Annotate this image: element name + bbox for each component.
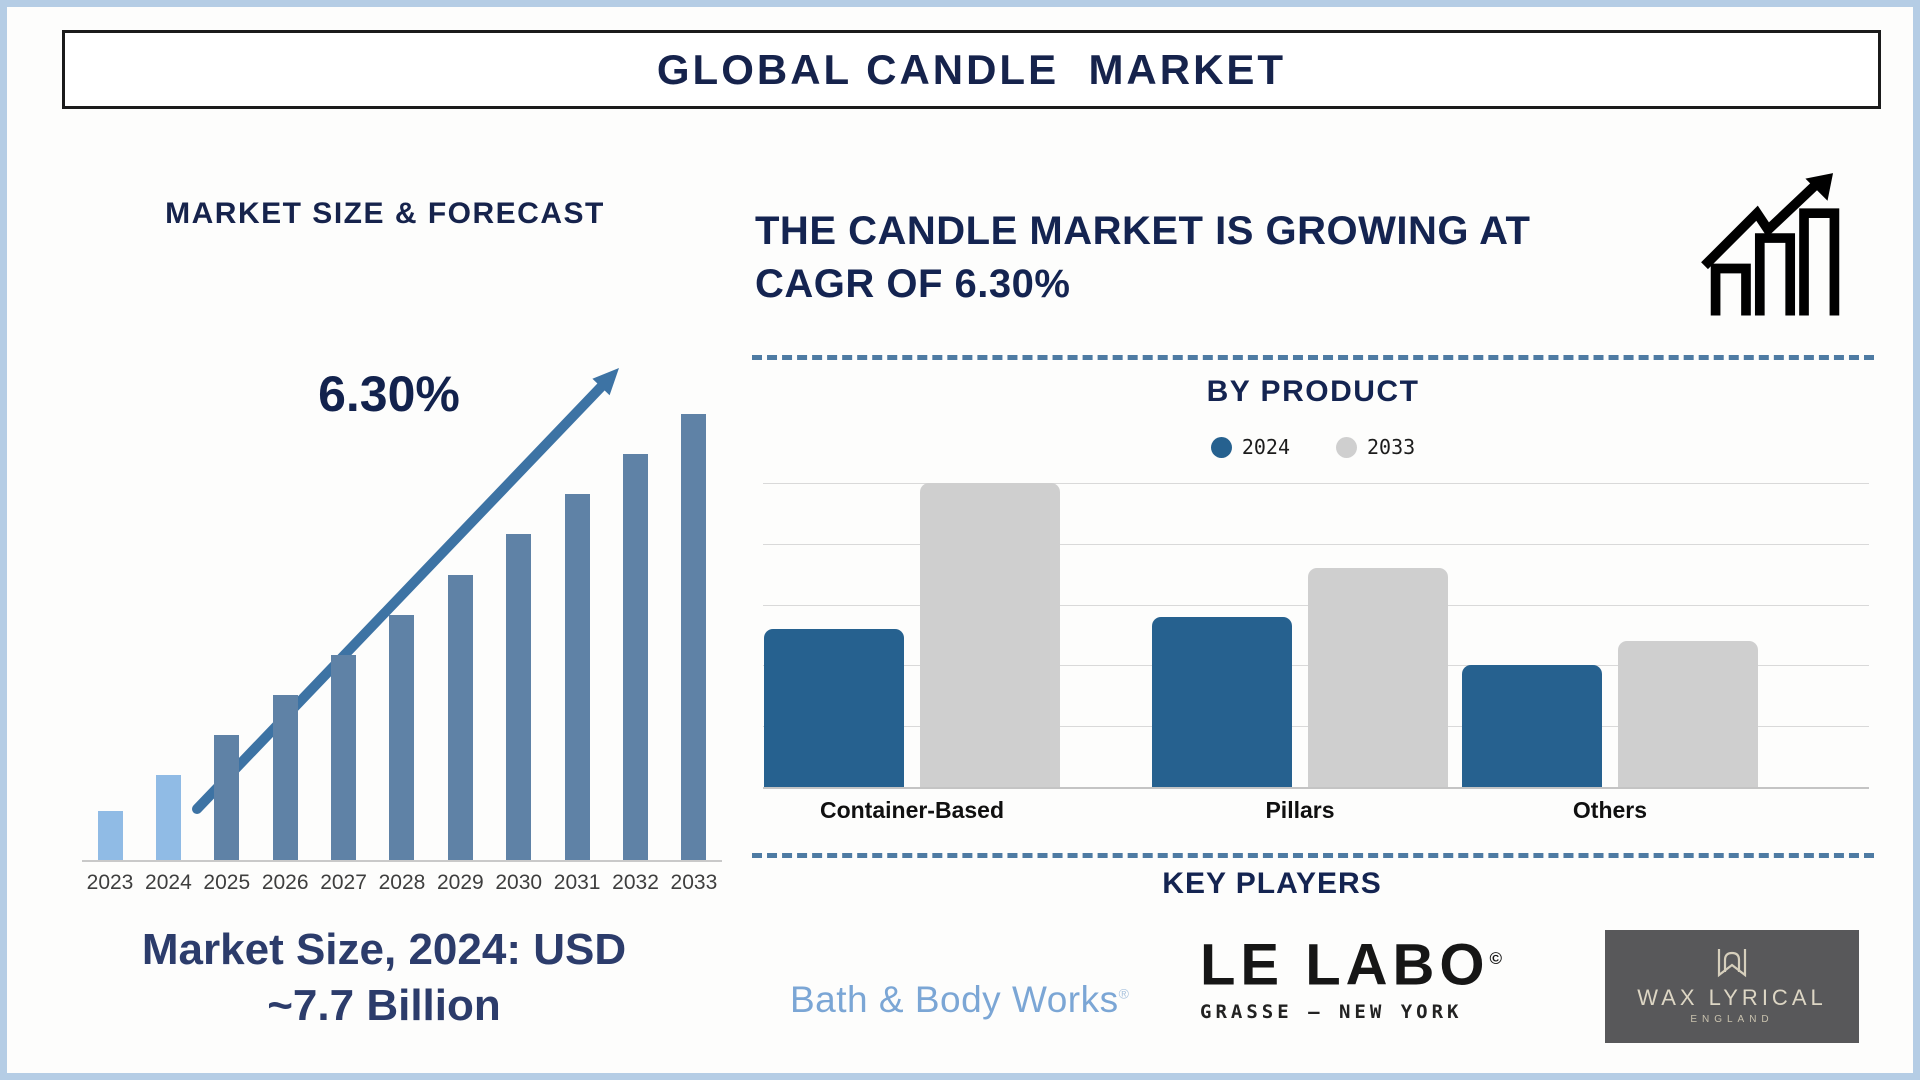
forecast-bar-column: [316, 414, 372, 860]
dashed-divider-top: [752, 355, 1874, 360]
dashed-divider-bottom: [752, 853, 1874, 858]
bar-container-based-2024: [764, 629, 904, 787]
bar-pillars-2024: [1152, 617, 1292, 787]
logo-wax-lyrical: WAX LYRICAL ENGLAND: [1605, 930, 1859, 1043]
caption-line-1: Market Size, 2024: USD: [141, 925, 627, 974]
growth-chart-icon: [1701, 173, 1840, 316]
forecast-bar-column: [491, 414, 547, 860]
forecast-years: 2023 2024 2025 2026 2027 2028 2029 2030 2031 2032…: [82, 871, 722, 895]
headline-line-1: THE CANDLE MARKET IS GROWING AT: [755, 209, 1531, 253]
forecast-year-label: 2023: [86, 871, 134, 894]
forecast-year-label: 2030: [495, 871, 543, 894]
bbw-logo-text: Bath & Body Works: [790, 979, 1119, 1020]
wax-lyrical-text: WAX LYRICAL: [1637, 985, 1827, 1010]
forecast-year-label: 2031: [553, 871, 601, 894]
gridline: [763, 787, 1869, 789]
trend-arrow-icon: [192, 368, 619, 814]
logo-bath-and-body-works: Bath & Body Works®: [790, 979, 1129, 1021]
category-label: Pillars: [1265, 797, 1335, 823]
forecast-year-label: 2027: [320, 871, 367, 894]
copyright-mark: ©: [1489, 949, 1503, 968]
page-title: GLOBAL CANDLE MARKET: [656, 45, 1287, 93]
forecast-bar-column: [608, 414, 664, 860]
forecast-bar-2024: [155, 775, 181, 860]
forecast-bar-column: [666, 414, 722, 860]
gridline: [763, 544, 1869, 545]
forecast-bar-column: [199, 414, 255, 860]
by-product-heading: BY PRODUCT: [1206, 375, 1420, 408]
title-box: GLOBAL CANDLE MARKET: [62, 30, 1881, 109]
le-labo-wordmark: LE LABO©: [1200, 929, 1530, 995]
forecast-bar-2028: [389, 615, 415, 860]
byproduct-group: [764, 483, 1060, 787]
caption-line-2: ~7.7 Billion: [267, 981, 501, 1030]
legend-label: 2024: [1241, 435, 1290, 459]
market-size-heading: MARKET SIZE & FORECAST: [165, 197, 605, 230]
forecast-chart: 6.30% 2023 2024 2025 2026 2027 2028 2029 2030 20…: [82, 337, 722, 897]
forecast-year-label: 2026: [261, 871, 309, 894]
forecast-year-label: 2028: [378, 871, 426, 894]
bar-others-2024: [1462, 665, 1602, 787]
bar-others-2033: [1618, 641, 1758, 787]
bar-container-based-2033: [920, 483, 1060, 787]
key-players-heading: KEY PLAYERS: [1162, 867, 1382, 900]
cagr-annotation: 6.30%: [318, 366, 460, 422]
forecast-bar-2025: [214, 735, 240, 860]
forecast-bar-column: [140, 414, 196, 860]
bar-pillars-2033: [1308, 568, 1448, 787]
byproduct-group: [1152, 568, 1448, 787]
forecast-bar-2030: [506, 534, 532, 860]
le-labo-text: LE LABO: [1200, 932, 1490, 998]
forecast-bar-2029: [447, 575, 473, 860]
category-label: Container-Based: [819, 797, 1005, 823]
legend-item-2024: 2024: [1210, 435, 1290, 459]
wax-lyrical-subline: ENGLAND: [1690, 1014, 1774, 1025]
gridline: [763, 483, 1869, 484]
forecast-bar-2023: [97, 811, 123, 860]
forecast-bar-column: [432, 414, 488, 860]
forecast-bar-2033: [681, 414, 707, 860]
w-monogram-icon: [1717, 949, 1747, 978]
growth-headline: THE CANDLE MARKET IS GROWING AT CAGR OF …: [755, 205, 1605, 311]
forecast-bar-2026: [272, 695, 298, 860]
forecast-bar-column: [257, 414, 313, 860]
forecast-bar-2031: [564, 494, 590, 860]
registered-mark: ®: [1118, 985, 1130, 1002]
legend-dot: [1336, 436, 1357, 458]
byproduct-category-labels: Container-Based Pillars Others: [763, 797, 1869, 827]
logo-le-labo: LE LABO© GRASSE — NEW YORK: [1200, 929, 1530, 1024]
forecast-year-label: 2032: [612, 871, 659, 894]
byproduct-group: [1462, 641, 1758, 787]
legend-dot: [1210, 436, 1232, 458]
byproduct-plot: [763, 483, 1869, 789]
le-labo-subline: GRASSE — NEW YORK: [1200, 1001, 1463, 1024]
forecast-year-label: 2033: [670, 871, 718, 894]
forecast-bars: [82, 414, 722, 862]
forecast-year-label: 2029: [436, 871, 484, 894]
forecast-bar-column: [374, 414, 430, 860]
forecast-bar-2032: [623, 454, 649, 860]
category-label: Others: [1572, 797, 1648, 823]
forecast-bar-2027: [331, 655, 357, 860]
legend-item-2033: 2033: [1336, 435, 1415, 459]
forecast-year-label: 2024: [145, 871, 192, 894]
legend-label: 2033: [1367, 435, 1416, 459]
forecast-bar-column: [82, 414, 138, 860]
forecast-bar-column: [549, 414, 605, 860]
headline-line-2: CAGR OF 6.30%: [755, 262, 1071, 306]
forecast-year-label: 2025: [203, 871, 251, 894]
market-size-caption: Market Size, 2024: USD ~7.7 Billion: [64, 922, 704, 1034]
byproduct-legend: 2024 2033: [752, 435, 1874, 459]
